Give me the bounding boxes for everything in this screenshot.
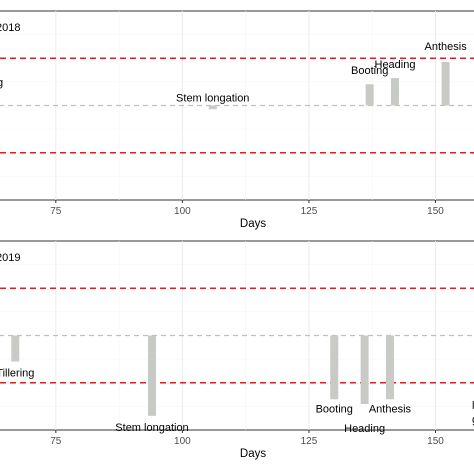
x-axis-title: Days bbox=[240, 448, 266, 460]
stage-bar bbox=[391, 78, 399, 106]
cut-off-label: g bbox=[0, 77, 3, 89]
year-label: 2019 bbox=[0, 252, 20, 264]
stage-label: Stem longation bbox=[176, 92, 249, 104]
stage-bar bbox=[385, 335, 394, 400]
stage-bar bbox=[441, 62, 450, 106]
stage-bar bbox=[330, 335, 339, 400]
stage-label: Anthesis bbox=[369, 403, 412, 415]
x-tick-label: 75 bbox=[50, 436, 62, 447]
stage-label: Heading bbox=[344, 423, 385, 435]
stage-label: Stem longation bbox=[115, 422, 188, 434]
x-tick-label: 75 bbox=[50, 206, 62, 217]
x-tick-label: 100 bbox=[174, 436, 191, 447]
stage-bar bbox=[365, 84, 374, 106]
cut-off-label: l bbox=[472, 400, 474, 412]
x-tick-label: 125 bbox=[301, 436, 318, 447]
x-axis-title: Days bbox=[240, 218, 266, 230]
x-tick-label: 125 bbox=[301, 206, 318, 217]
stage-label: Booting bbox=[351, 65, 388, 77]
year-label: 2018 bbox=[0, 22, 20, 34]
stage-label: Booting bbox=[316, 403, 353, 415]
x-tick-label: 150 bbox=[427, 206, 444, 217]
x-tick-label: 150 bbox=[427, 436, 444, 447]
cut-off-label: gr bbox=[472, 414, 474, 426]
panel-2019: Tillering Stem longation Booting Heading Ant… bbox=[0, 240, 474, 460]
stage-bar bbox=[148, 335, 156, 416]
stage-bar bbox=[360, 335, 369, 405]
stage-label: Heading bbox=[375, 59, 416, 71]
stage-bar bbox=[11, 335, 20, 362]
x-tick-label: 100 bbox=[174, 206, 191, 217]
stage-label: Anthesis bbox=[425, 41, 468, 53]
stage-bar bbox=[208, 105, 217, 110]
stage-label: Tillering bbox=[0, 367, 34, 379]
